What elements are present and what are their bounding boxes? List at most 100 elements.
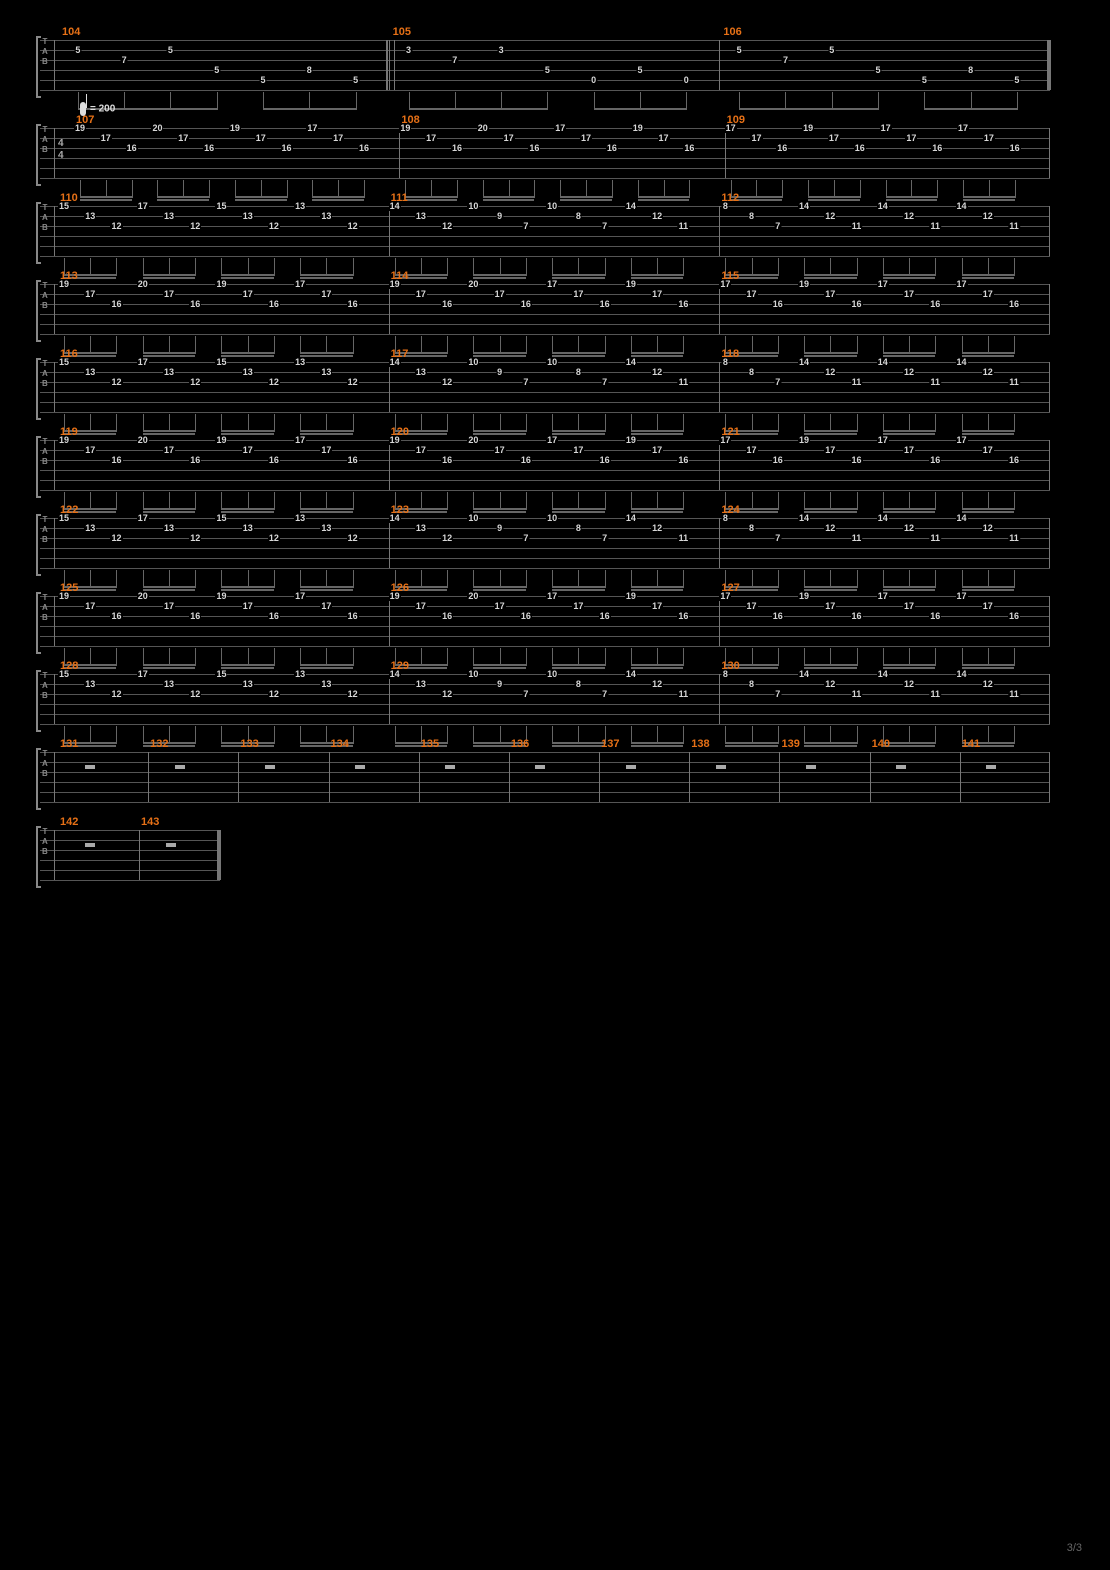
fret-number: 17 bbox=[903, 289, 915, 299]
fret-number: 13 bbox=[415, 679, 427, 689]
tab-system: TAB1101513121713121513121313121111413121… bbox=[40, 206, 1070, 256]
fret-number: 8 bbox=[967, 65, 974, 75]
fret-number: 10 bbox=[546, 669, 558, 679]
fret-number: 13 bbox=[242, 523, 254, 533]
fret-number: 14 bbox=[956, 201, 968, 211]
tab-system: TAB4410719171620171619171617171610819171… bbox=[40, 128, 1070, 178]
fret-number: 9 bbox=[496, 211, 503, 221]
fret-number: 17 bbox=[546, 435, 558, 445]
fret-number: 9 bbox=[496, 523, 503, 533]
rest bbox=[626, 765, 636, 769]
fret-number: 17 bbox=[84, 601, 96, 611]
fret-number: 9 bbox=[496, 679, 503, 689]
fret-number: 12 bbox=[651, 367, 663, 377]
measure-number: 139 bbox=[781, 738, 799, 750]
fret-number: 7 bbox=[601, 533, 608, 543]
measure-number: 142 bbox=[60, 816, 78, 828]
fret-number: 13 bbox=[84, 367, 96, 377]
fret-number: 12 bbox=[189, 221, 201, 231]
fret-number: 17 bbox=[580, 133, 592, 143]
fret-number: 19 bbox=[229, 123, 241, 133]
fret-number: 13 bbox=[84, 679, 96, 689]
fret-number: 19 bbox=[58, 279, 70, 289]
fret-number: 16 bbox=[110, 611, 122, 621]
fret-number: 17 bbox=[719, 279, 731, 289]
fret-number: 19 bbox=[802, 123, 814, 133]
fret-number: 12 bbox=[110, 533, 122, 543]
barline bbox=[389, 440, 390, 490]
fret-number: 8 bbox=[306, 65, 313, 75]
tab-system: TAB131132133134135136137138139140141 bbox=[40, 752, 1070, 802]
barline bbox=[54, 128, 55, 178]
barline bbox=[419, 752, 420, 802]
fret-number: 13 bbox=[242, 367, 254, 377]
fret-number: 12 bbox=[982, 211, 994, 221]
fret-number: 20 bbox=[137, 591, 149, 601]
fret-number: 5 bbox=[352, 75, 359, 85]
tab-clef: TAB bbox=[42, 203, 48, 233]
fret-number: 17 bbox=[877, 279, 889, 289]
fret-number: 10 bbox=[467, 669, 479, 679]
fret-number: 17 bbox=[880, 123, 892, 133]
barline bbox=[54, 596, 55, 646]
fret-number: 16 bbox=[189, 299, 201, 309]
fret-number: 7 bbox=[774, 533, 781, 543]
fret-number: 15 bbox=[215, 669, 227, 679]
tab-system: TAB104575558510537350501065755585 bbox=[40, 40, 1070, 90]
page-number: 3/3 bbox=[1067, 1542, 1082, 1554]
rest bbox=[166, 843, 176, 847]
fret-number: 17 bbox=[306, 123, 318, 133]
fret-number: 17 bbox=[746, 601, 758, 611]
fret-number: 14 bbox=[877, 669, 889, 679]
tab-clef: TAB bbox=[42, 359, 48, 389]
fret-number: 12 bbox=[903, 679, 915, 689]
fret-number: 16 bbox=[441, 455, 453, 465]
fret-number: 16 bbox=[110, 299, 122, 309]
rest bbox=[986, 765, 996, 769]
fret-number: 16 bbox=[189, 611, 201, 621]
fret-number: 5 bbox=[921, 75, 928, 85]
fret-number: 17 bbox=[494, 601, 506, 611]
fret-number: 12 bbox=[441, 377, 453, 387]
fret-number: 15 bbox=[215, 357, 227, 367]
fret-number: 7 bbox=[601, 689, 608, 699]
fret-number: 17 bbox=[242, 601, 254, 611]
fret-number: 17 bbox=[242, 289, 254, 299]
fret-number: 17 bbox=[494, 445, 506, 455]
tab-stave: TAB1161513121713121513121313121171413121… bbox=[40, 362, 1050, 412]
fret-number: 17 bbox=[163, 289, 175, 299]
fret-number: 19 bbox=[625, 435, 637, 445]
fret-number: 17 bbox=[163, 601, 175, 611]
fret-number: 5 bbox=[167, 45, 174, 55]
fret-number: 13 bbox=[294, 513, 306, 523]
fret-number: 10 bbox=[546, 357, 558, 367]
fret-number: 17 bbox=[719, 591, 731, 601]
rest bbox=[85, 843, 95, 847]
fret-number: 19 bbox=[58, 591, 70, 601]
fret-number: 17 bbox=[163, 445, 175, 455]
fret-number: 8 bbox=[722, 357, 729, 367]
fret-number: 7 bbox=[451, 55, 458, 65]
fret-number: 17 bbox=[84, 445, 96, 455]
fret-number: 9 bbox=[496, 367, 503, 377]
fret-number: 3 bbox=[405, 45, 412, 55]
fret-number: 7 bbox=[774, 221, 781, 231]
fret-number: 17 bbox=[294, 279, 306, 289]
tab-clef: TAB bbox=[42, 37, 48, 67]
fret-number: 16 bbox=[931, 143, 943, 153]
fret-number: 12 bbox=[982, 523, 994, 533]
fret-number: 16 bbox=[851, 611, 863, 621]
fret-number: 17 bbox=[903, 601, 915, 611]
barline bbox=[719, 40, 720, 90]
fret-number: 8 bbox=[575, 679, 582, 689]
fret-number: 19 bbox=[389, 435, 401, 445]
fret-number: 11 bbox=[930, 221, 942, 231]
fret-number: 12 bbox=[441, 533, 453, 543]
fret-number: 17 bbox=[651, 445, 663, 455]
measure-number: 138 bbox=[691, 738, 709, 750]
fret-number: 13 bbox=[320, 679, 332, 689]
fret-number: 19 bbox=[74, 123, 86, 133]
rest bbox=[265, 765, 275, 769]
fret-number: 20 bbox=[467, 279, 479, 289]
measure-number: 136 bbox=[511, 738, 529, 750]
